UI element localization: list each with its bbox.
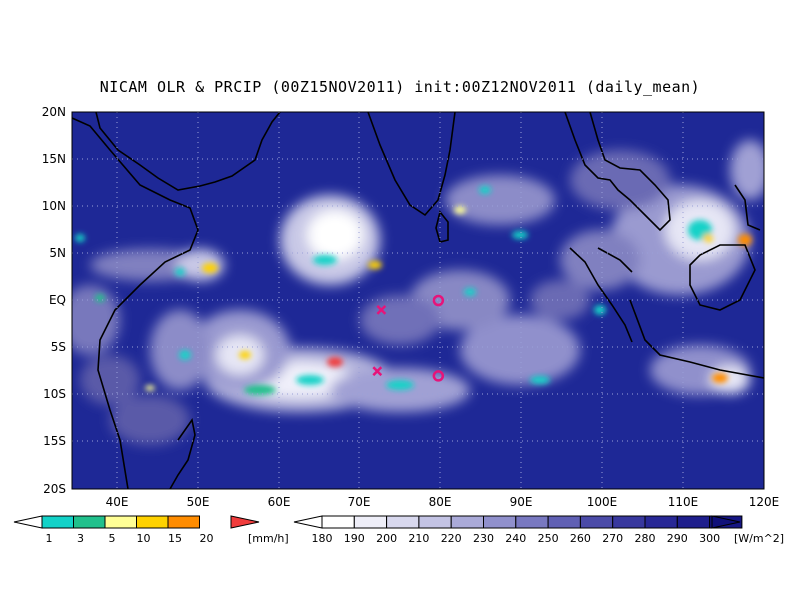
lon-label: 50E <box>187 495 210 509</box>
colorbar-label: 180 <box>312 532 333 545</box>
lon-label: 110E <box>668 495 699 509</box>
colorbar-label: 190 <box>344 532 365 545</box>
lon-label: 120E <box>749 495 780 509</box>
colorbar-swatch <box>418 515 452 529</box>
map-frame <box>71 111 765 490</box>
map-title: NICAM OLR & PRCIP (00Z15NOV2011) init:00… <box>99 78 701 96</box>
olr-colorbar-high-arrow <box>711 515 741 529</box>
precip-colorbar-high-arrow <box>230 515 260 529</box>
olr-unit: [W/m^2] <box>734 532 784 545</box>
grid-lines <box>72 112 764 489</box>
colorbar-swatch <box>450 515 485 529</box>
lat-label: 15S <box>43 434 66 448</box>
lon-label: 80E <box>429 495 452 509</box>
colorbar-label: 3 <box>77 532 84 545</box>
marker-cross <box>376 305 387 315</box>
lon-label: 60E <box>268 495 291 509</box>
olr-colorbar: 180 190 200 210 220 230 240 250 260 270 280 290 300 … <box>293 515 784 545</box>
colorbar-swatch <box>136 515 169 529</box>
colorbar-label: 15 <box>168 532 182 545</box>
precip-unit: [mm/h] <box>248 532 289 545</box>
colorbar-label: 20 <box>200 532 214 545</box>
colorbar-swatch <box>167 515 200 529</box>
colorbar-label: 280 <box>635 532 656 545</box>
colorbar-swatch <box>321 515 355 529</box>
colorbar-label: 1 <box>46 532 53 545</box>
colorbar-label: 260 <box>570 532 591 545</box>
marker-circle <box>432 294 445 307</box>
colorbar-label: 5 <box>109 532 116 545</box>
lon-label: 100E <box>587 495 618 509</box>
marker-cross <box>372 366 383 377</box>
colorbar-label: 240 <box>505 532 526 545</box>
lon-axis: 40E 50E 60E 70E 80E 90E 100E 110E 120E <box>106 495 780 509</box>
precip-colorbar: 1 3 5 10 15 20 [mm/h] <box>13 515 289 545</box>
colorbar-label: 200 <box>376 532 397 545</box>
coastlines <box>72 112 764 489</box>
colorbar-label: 300 <box>699 532 720 545</box>
precip-colorbar-low-arrow <box>13 515 43 529</box>
lat-label: 20S <box>43 482 66 496</box>
lat-label: 15N <box>42 152 66 166</box>
lon-label: 90E <box>510 495 533 509</box>
lon-label: 40E <box>106 495 129 509</box>
colorbar-swatch <box>644 515 678 529</box>
lat-label: 10S <box>43 387 66 401</box>
lat-axis: 20N 15N 10N 5N EQ 5S 10S 15S 20S <box>42 105 66 496</box>
lat-label: 10N <box>42 199 66 213</box>
lat-label: EQ <box>49 293 66 307</box>
colorbar-label: 230 <box>473 532 494 545</box>
colorbar-label: 10 <box>137 532 151 545</box>
colorbar-swatch <box>612 515 646 529</box>
colorbar-label: 270 <box>602 532 623 545</box>
colorbar-swatch <box>41 515 74 529</box>
lat-label: 5S <box>51 340 66 354</box>
colorbar-swatch <box>547 515 581 529</box>
olr-cloud-field <box>72 140 764 445</box>
colorbar-swatch <box>73 515 106 529</box>
colorbar-label: 290 <box>667 532 688 545</box>
colorbar-swatch <box>676 515 711 529</box>
precip-field <box>75 186 752 395</box>
colorbar-swatch <box>483 515 517 529</box>
colorbar-swatch <box>353 515 388 529</box>
colorbar-swatch <box>515 515 549 529</box>
colorbar-swatch <box>386 515 420 529</box>
lat-label: 20N <box>42 105 66 119</box>
colorbar-swatch <box>579 515 614 529</box>
lon-label: 70E <box>348 495 371 509</box>
marker-circle <box>432 370 445 382</box>
olr-colorbar-low-arrow <box>293 515 323 529</box>
colorbar-label: 220 <box>441 532 462 545</box>
colorbar-swatch <box>104 515 137 529</box>
markers-layer <box>372 294 445 382</box>
colorbar-label: 210 <box>408 532 429 545</box>
lat-label: 5N <box>49 246 66 260</box>
colorbar-label: 250 <box>538 532 559 545</box>
